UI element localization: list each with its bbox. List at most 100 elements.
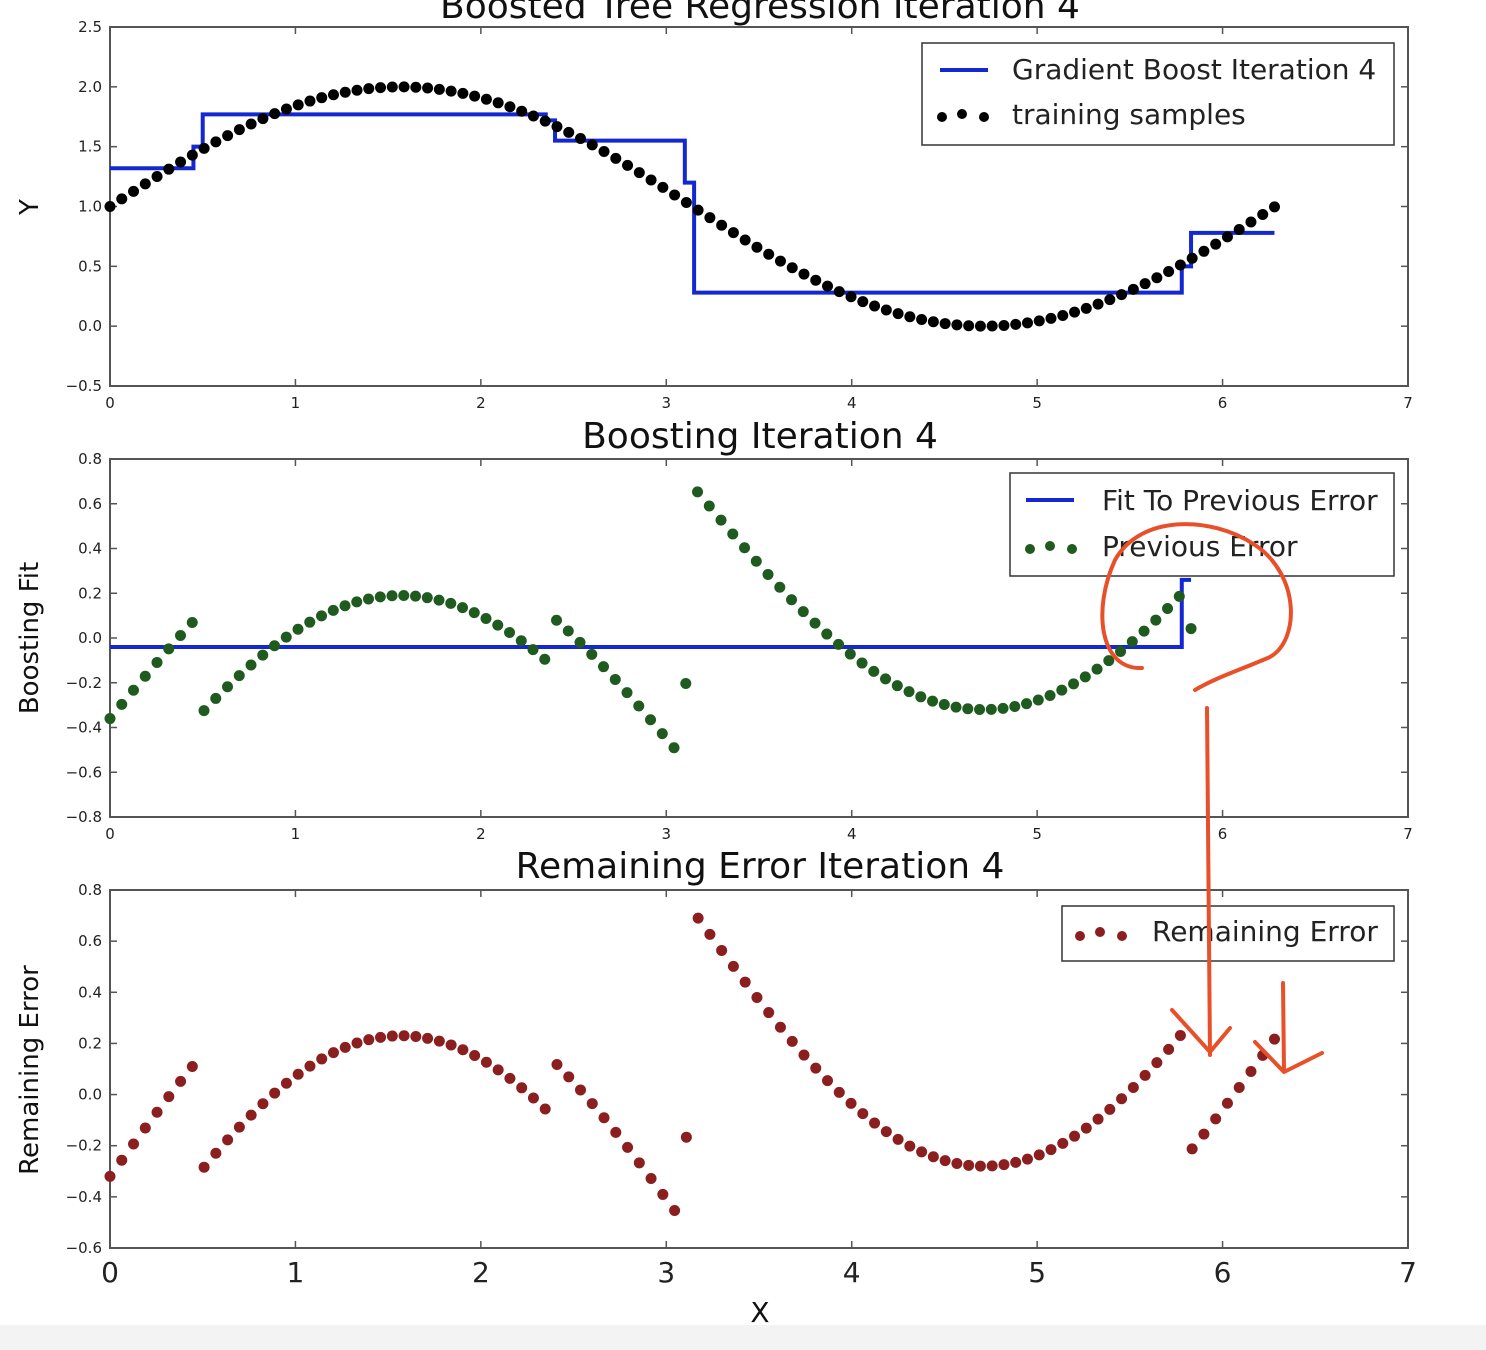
- data-point: [845, 291, 857, 303]
- data-point: [1139, 1069, 1151, 1081]
- y-tick-label: 0.0: [78, 317, 102, 335]
- y-tick-label: −0.6: [66, 1239, 102, 1257]
- data-point: [1044, 689, 1056, 701]
- data-point: [151, 1106, 163, 1118]
- data-point: [1198, 1128, 1210, 1140]
- y-tick-label: −0.2: [66, 1137, 102, 1155]
- data-point: [433, 83, 445, 95]
- data-point: [1186, 1143, 1198, 1155]
- data-point: [927, 1151, 939, 1163]
- data-point: [762, 568, 774, 580]
- data-point: [680, 1131, 692, 1143]
- data-point: [892, 308, 904, 320]
- data-point: [1080, 1122, 1092, 1134]
- data-point: [786, 262, 798, 274]
- annotation-circle: [1100, 522, 1293, 692]
- data-point: [139, 1122, 151, 1134]
- x-tick-label: 4: [843, 1256, 861, 1289]
- data-point: [480, 1056, 492, 1068]
- data-point: [844, 648, 856, 660]
- data-point: [269, 1087, 281, 1099]
- panel3-xlabel: X: [750, 1296, 769, 1325]
- handdrawn-annotation: [1100, 522, 1324, 1074]
- data-point: [469, 1050, 481, 1062]
- x-tick-label: 0: [105, 394, 115, 412]
- data-point: [210, 1147, 222, 1159]
- data-point: [1057, 309, 1069, 321]
- x-tick-label: 1: [291, 825, 301, 843]
- data-point: [1009, 700, 1021, 712]
- y-tick-label: 0.0: [78, 1086, 102, 1104]
- y-tick-label: 1.0: [78, 198, 102, 216]
- data-point: [727, 528, 739, 540]
- panel3-title: Remaining Error Iteration 4: [516, 846, 1005, 887]
- x-tick-label: 1: [291, 394, 301, 412]
- data-point: [186, 149, 198, 161]
- data-point: [797, 606, 809, 618]
- data-point: [809, 617, 821, 629]
- data-point: [257, 113, 269, 125]
- data-point: [316, 92, 328, 104]
- data-point: [609, 673, 621, 685]
- data-point: [786, 594, 798, 606]
- data-point: [410, 1031, 422, 1043]
- data-point: [198, 142, 210, 154]
- annotation-arrow-line-1: [1205, 706, 1212, 1057]
- data-point: [374, 591, 386, 603]
- data-point: [645, 1173, 657, 1185]
- data-point: [1221, 231, 1233, 243]
- data-point: [398, 590, 410, 602]
- data-point: [891, 680, 903, 692]
- data-point: [257, 1098, 269, 1110]
- data-point: [386, 1030, 398, 1042]
- legend-dot: [1095, 927, 1105, 937]
- data-point: [810, 1062, 822, 1074]
- panel1-title: Boosted Tree Regression Iteration 4: [440, 0, 1080, 27]
- data-point: [339, 1041, 351, 1053]
- legend-dot: [979, 112, 989, 122]
- legend-label-training-samples: training samples: [1012, 98, 1246, 131]
- data-point: [280, 1077, 292, 1089]
- legend-label-fit-previous-error: Fit To Previous Error: [1102, 484, 1378, 517]
- data-point: [916, 313, 928, 325]
- x-tick-label: 3: [662, 394, 672, 412]
- data-point: [257, 649, 269, 661]
- data-point: [868, 665, 880, 677]
- data-point: [304, 1060, 316, 1072]
- data-point: [327, 89, 339, 101]
- data-point: [527, 644, 539, 656]
- data-point: [610, 152, 622, 164]
- data-point: [1104, 294, 1116, 306]
- data-point: [1268, 1033, 1280, 1045]
- y-tick-label: −0.8: [66, 808, 102, 826]
- data-point: [869, 300, 881, 312]
- data-point: [857, 296, 869, 308]
- data-point: [516, 105, 528, 117]
- bottom-strip: [0, 1325, 1486, 1350]
- data-point: [750, 555, 762, 567]
- data-point: [151, 656, 163, 668]
- data-point: [739, 976, 751, 988]
- data-point: [504, 627, 516, 639]
- data-point: [292, 1068, 304, 1080]
- data-point: [1057, 1137, 1069, 1149]
- y-tick-label: 0.6: [78, 932, 102, 950]
- data-point: [1173, 590, 1185, 602]
- data-point: [997, 702, 1009, 714]
- data-point: [1221, 1097, 1233, 1109]
- x-tick-label: 3: [657, 1256, 675, 1289]
- data-point: [574, 636, 586, 648]
- data-point: [856, 657, 868, 669]
- data-point: [986, 320, 998, 332]
- x-tick-label: 7: [1403, 825, 1413, 843]
- data-point: [116, 698, 128, 710]
- data-point: [951, 319, 963, 331]
- data-point: [1150, 614, 1162, 626]
- data-point: [1174, 1029, 1186, 1041]
- data-point: [339, 600, 351, 612]
- x-tick-label: 7: [1403, 394, 1413, 412]
- data-point: [128, 1138, 140, 1150]
- y-tick-label: −0.5: [66, 377, 102, 395]
- y-tick-label: 2.5: [78, 18, 102, 36]
